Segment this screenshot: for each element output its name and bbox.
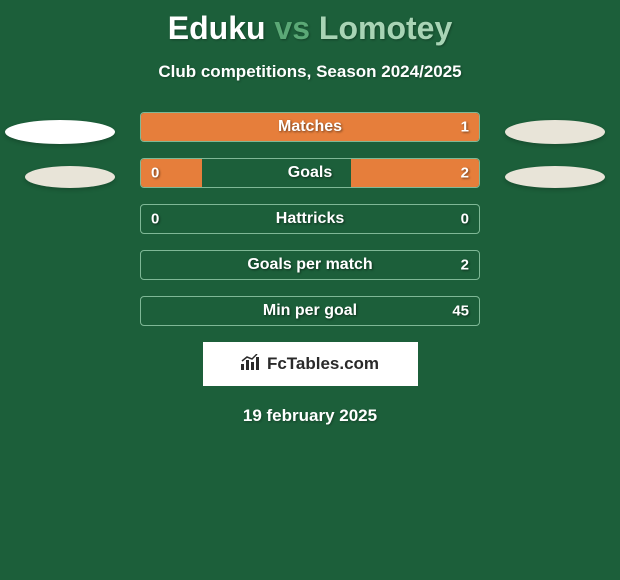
date-text: 19 february 2025 bbox=[0, 406, 620, 426]
stat-value-right: 45 bbox=[452, 303, 469, 320]
decoration-ellipse bbox=[25, 166, 115, 188]
chart-icon bbox=[241, 354, 263, 375]
fctables-logo[interactable]: FcTables.com bbox=[203, 342, 418, 386]
stat-row-hattricks: 0 Hattricks 0 bbox=[140, 204, 480, 234]
stat-bars: Matches 1 0 Goals 2 0 Hattricks 0 Goals … bbox=[140, 112, 480, 326]
vs-text: vs bbox=[274, 10, 310, 46]
stat-label: Hattricks bbox=[276, 210, 344, 228]
stat-label: Goals per match bbox=[247, 256, 372, 274]
decoration-ellipse bbox=[505, 120, 605, 144]
stat-label: Matches bbox=[278, 118, 342, 136]
stat-label: Min per goal bbox=[263, 302, 357, 320]
stat-value-right: 2 bbox=[461, 165, 469, 182]
decoration-ellipse bbox=[505, 166, 605, 188]
comparison-title: Eduku vs Lomotey bbox=[0, 10, 620, 47]
stat-label: Goals bbox=[288, 164, 332, 182]
player2-name: Lomotey bbox=[319, 10, 452, 46]
subtitle: Club competitions, Season 2024/2025 bbox=[0, 62, 620, 82]
chart-content: Matches 1 0 Goals 2 0 Hattricks 0 Goals … bbox=[0, 112, 620, 426]
stat-row-goals-per-match: Goals per match 2 bbox=[140, 250, 480, 280]
stat-value-left: 0 bbox=[151, 165, 159, 182]
stat-value-right: 2 bbox=[461, 257, 469, 274]
stat-value-right: 1 bbox=[461, 119, 469, 136]
stat-value-left: 0 bbox=[151, 211, 159, 228]
stat-row-min-per-goal: Min per goal 45 bbox=[140, 296, 480, 326]
player1-name: Eduku bbox=[168, 10, 266, 46]
stat-row-matches: Matches 1 bbox=[140, 112, 480, 142]
stat-row-goals: 0 Goals 2 bbox=[140, 158, 480, 188]
decoration-ellipse bbox=[5, 120, 115, 144]
logo-text: FcTables.com bbox=[267, 354, 379, 374]
stat-value-right: 0 bbox=[461, 211, 469, 228]
